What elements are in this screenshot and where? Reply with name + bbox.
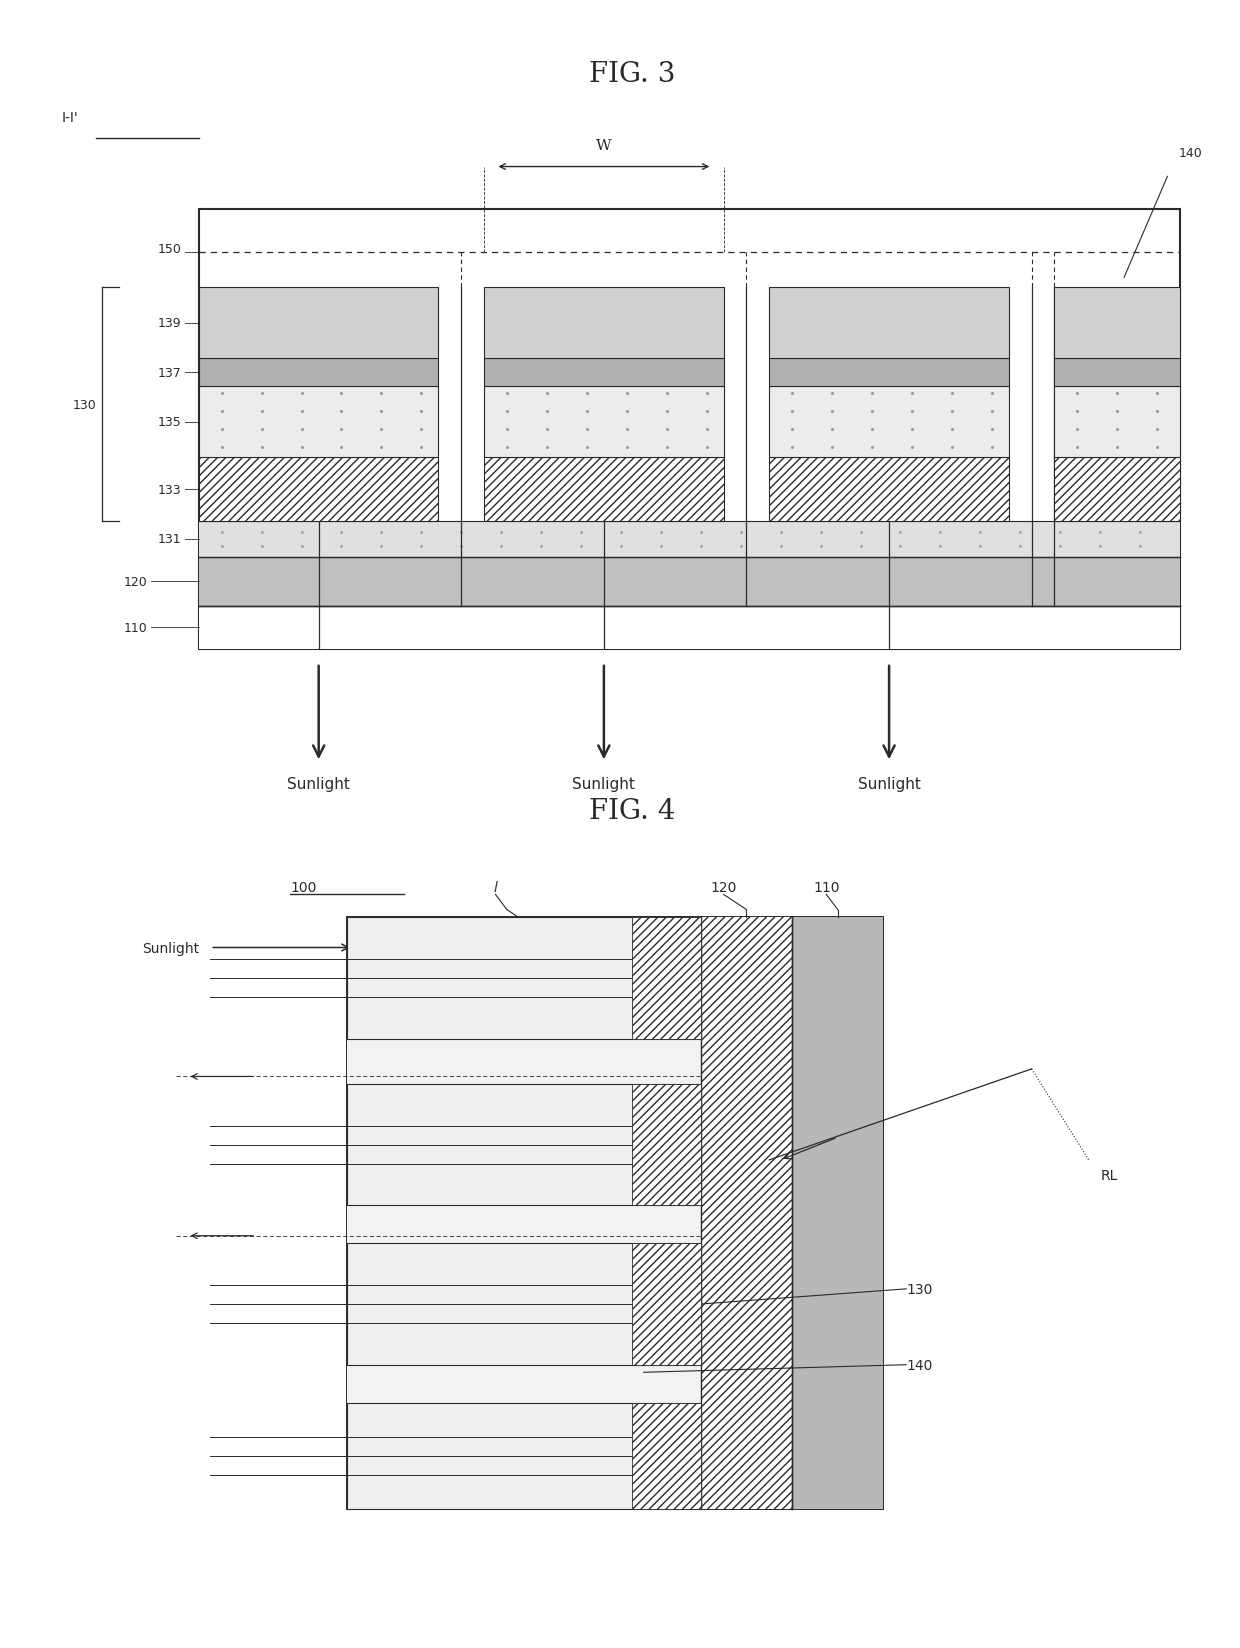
Bar [632, 1084, 701, 1206]
Bar [198, 557, 1180, 606]
Bar [198, 209, 1180, 649]
Bar [484, 387, 724, 458]
Text: FIG. 4: FIG. 4 [589, 798, 676, 824]
Text: 100: 100 [290, 880, 316, 895]
Bar [484, 458, 724, 522]
Bar [701, 918, 792, 1510]
Bar [198, 522, 1180, 557]
Bar [347, 918, 701, 1038]
Bar [198, 288, 439, 359]
Bar [632, 1402, 701, 1510]
Text: 140: 140 [1179, 147, 1203, 160]
Bar [632, 1244, 701, 1365]
Text: FIG. 3: FIG. 3 [589, 61, 676, 87]
Text: Sunlight: Sunlight [288, 776, 350, 791]
Text: 110: 110 [124, 621, 148, 634]
Text: 135: 135 [157, 415, 182, 428]
Text: 120: 120 [124, 575, 148, 588]
Bar [769, 288, 1009, 359]
Text: 140: 140 [906, 1358, 932, 1371]
Bar [347, 1402, 701, 1510]
Bar [484, 359, 724, 387]
Text: RL: RL [1100, 1168, 1117, 1182]
Bar [347, 1084, 701, 1206]
Text: 137: 137 [157, 366, 182, 379]
Bar [769, 359, 1009, 387]
Text: 130: 130 [906, 1282, 932, 1295]
Text: Sunlight: Sunlight [573, 776, 635, 791]
Bar [198, 606, 1180, 649]
Text: I-I': I-I' [62, 110, 79, 125]
Bar [1054, 387, 1180, 458]
Bar [347, 918, 883, 1510]
Bar [1054, 458, 1180, 522]
Text: 133: 133 [159, 483, 182, 496]
Text: 130: 130 [72, 399, 97, 412]
Text: 120: 120 [711, 880, 737, 895]
Bar [769, 458, 1009, 522]
Text: 139: 139 [159, 316, 182, 330]
Text: l: l [494, 880, 497, 895]
Bar [484, 288, 724, 359]
Bar [347, 1244, 701, 1365]
Text: 131: 131 [159, 532, 182, 545]
Bar [347, 918, 701, 1510]
Text: W: W [596, 138, 611, 153]
Text: Sunlight: Sunlight [141, 941, 198, 954]
Bar [632, 918, 701, 1038]
Text: 150: 150 [157, 242, 182, 255]
Text: 110: 110 [813, 880, 839, 895]
Text: Sunlight: Sunlight [858, 776, 920, 791]
Bar [198, 359, 439, 387]
Bar [198, 458, 439, 522]
Bar [792, 918, 883, 1510]
Bar [1054, 288, 1180, 359]
Bar [198, 387, 439, 458]
Bar [1054, 359, 1180, 387]
Bar [769, 387, 1009, 458]
